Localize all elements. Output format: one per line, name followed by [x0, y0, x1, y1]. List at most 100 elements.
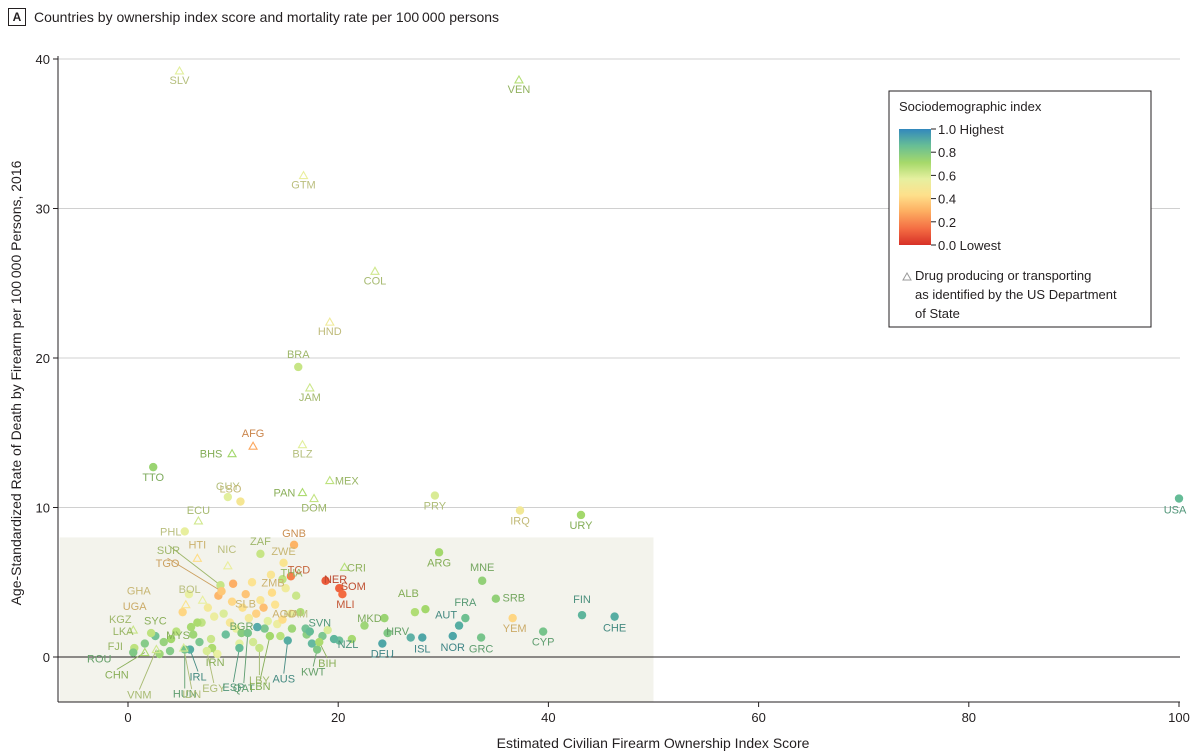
- label-slv: SLV: [170, 75, 191, 87]
- point-tcd: [286, 572, 296, 581]
- point-fin: [577, 610, 587, 620]
- point-zwe: [279, 558, 288, 568]
- point-irq: [515, 506, 525, 515]
- point-zmb: [267, 588, 277, 597]
- triangle-point-chn: [139, 647, 150, 657]
- label-gnb: GNB: [282, 528, 306, 540]
- label-mkd: MKD: [357, 613, 382, 625]
- triangle-point-afg: [248, 441, 259, 450]
- data-point: [266, 570, 276, 579]
- data-point: [260, 624, 269, 633]
- data-point: [248, 637, 258, 647]
- label-alb: ALB: [398, 588, 419, 600]
- label-qat: QAT: [233, 683, 255, 695]
- label-grc: GRC: [469, 644, 494, 656]
- point-phl: [180, 527, 189, 536]
- label-vnm: VNM: [127, 690, 151, 702]
- data-point: [296, 607, 305, 617]
- legend-box: [888, 90, 1152, 328]
- data-point: [186, 622, 196, 632]
- label-mne: MNE: [470, 562, 494, 574]
- triangle-point-ecu: [193, 515, 204, 525]
- data-point: [241, 590, 250, 599]
- data-points: [128, 65, 1184, 659]
- point-guy: [223, 492, 233, 502]
- data-point: [195, 637, 204, 647]
- point-tto: [149, 462, 158, 472]
- point-aut: [454, 621, 464, 630]
- point-ago: [278, 615, 287, 624]
- label-pry: PRY: [424, 501, 447, 513]
- label-hun: HUN: [173, 689, 197, 701]
- triangle-point-kgz: [128, 624, 139, 634]
- highlight-region-rect: [59, 537, 654, 702]
- label-zmb: ZMB: [261, 578, 284, 590]
- data-point: [256, 595, 265, 605]
- label-phl: PHL: [160, 526, 181, 538]
- label-svn: SVN: [309, 618, 332, 630]
- triangle-point-nic: [222, 560, 233, 570]
- data-point: [206, 634, 216, 644]
- triangle-point-slv: [174, 65, 185, 75]
- point-arg: [434, 548, 444, 557]
- data-point: [270, 600, 280, 609]
- label-ury: URY: [569, 520, 593, 532]
- label-esp: ESP: [222, 682, 244, 694]
- legend-marker-text-3: of State: [915, 306, 960, 321]
- data-point: [172, 627, 181, 636]
- label-idn: IDN: [182, 689, 201, 701]
- label-nic: NIC: [217, 544, 236, 556]
- point-nor: [448, 631, 457, 641]
- point-gnb: [289, 540, 299, 550]
- label-zaf: ZAF: [250, 536, 271, 548]
- y-axis-title: Age-Standardized Rate of Death by Firear…: [8, 160, 24, 605]
- label-col: COL: [364, 275, 387, 287]
- label-tha: THA: [280, 567, 303, 579]
- legend-scale-label-2: 0.6: [938, 168, 956, 183]
- y-tick-label-0: 0: [43, 650, 50, 665]
- data-point: [247, 578, 257, 587]
- label-isl: ISL: [414, 644, 431, 656]
- label-ecu: ECU: [187, 505, 210, 517]
- label-bhs: BHS: [200, 449, 223, 461]
- label-mys: MYS: [166, 630, 190, 642]
- label-nor: NOR: [441, 642, 466, 654]
- triangle-point-idn: [178, 642, 189, 652]
- label-deu: DEU: [371, 649, 394, 661]
- data-point: [291, 591, 301, 600]
- point-qat: [243, 628, 253, 638]
- triangle-point-dom: [309, 493, 319, 503]
- point-srb: [491, 594, 501, 603]
- legend-scale-label-5: 0.0 Lowest: [938, 238, 1001, 253]
- triangle-point-blz: [297, 439, 308, 449]
- point-grc: [476, 633, 486, 642]
- y-tick-label-30: 30: [36, 202, 50, 217]
- data-labels: SLV VEN GTM COL HND BRA JAM AFG BHS BLZ TTO MEX GUY P…: [87, 75, 1187, 702]
- triangle-point-jam: [304, 382, 315, 392]
- label-nam: NAM: [284, 609, 308, 621]
- label-bol: BOL: [179, 584, 201, 596]
- point-isl: [418, 633, 427, 642]
- data-point: [307, 639, 317, 648]
- point-cyp: [538, 627, 548, 636]
- label-gha: GHA: [127, 586, 152, 598]
- legend-scale-label-3: 0.4: [938, 192, 956, 207]
- point-syc: [193, 618, 202, 627]
- label-lby: LBY: [249, 675, 270, 687]
- label-som: SOM: [341, 581, 366, 593]
- point-mne: [477, 576, 487, 585]
- x-tick-label-100: 100: [1168, 710, 1190, 725]
- data-point: [140, 639, 150, 648]
- label-aut: AUT: [435, 610, 457, 622]
- data-point: [165, 646, 175, 656]
- point-deu: [378, 639, 387, 648]
- point-mli: [338, 590, 347, 599]
- data-point: [360, 621, 369, 630]
- point-lka: [146, 628, 156, 638]
- chart-title: Countries by ownership index score and m…: [34, 9, 500, 25]
- label-cri: CRI: [347, 562, 366, 574]
- panel-header: A Countries by ownership index score and…: [8, 7, 499, 27]
- data-point: [225, 618, 235, 627]
- legend-scale-label-0: 1.0 Highest: [938, 122, 1004, 137]
- leader-vnm: [138, 649, 157, 690]
